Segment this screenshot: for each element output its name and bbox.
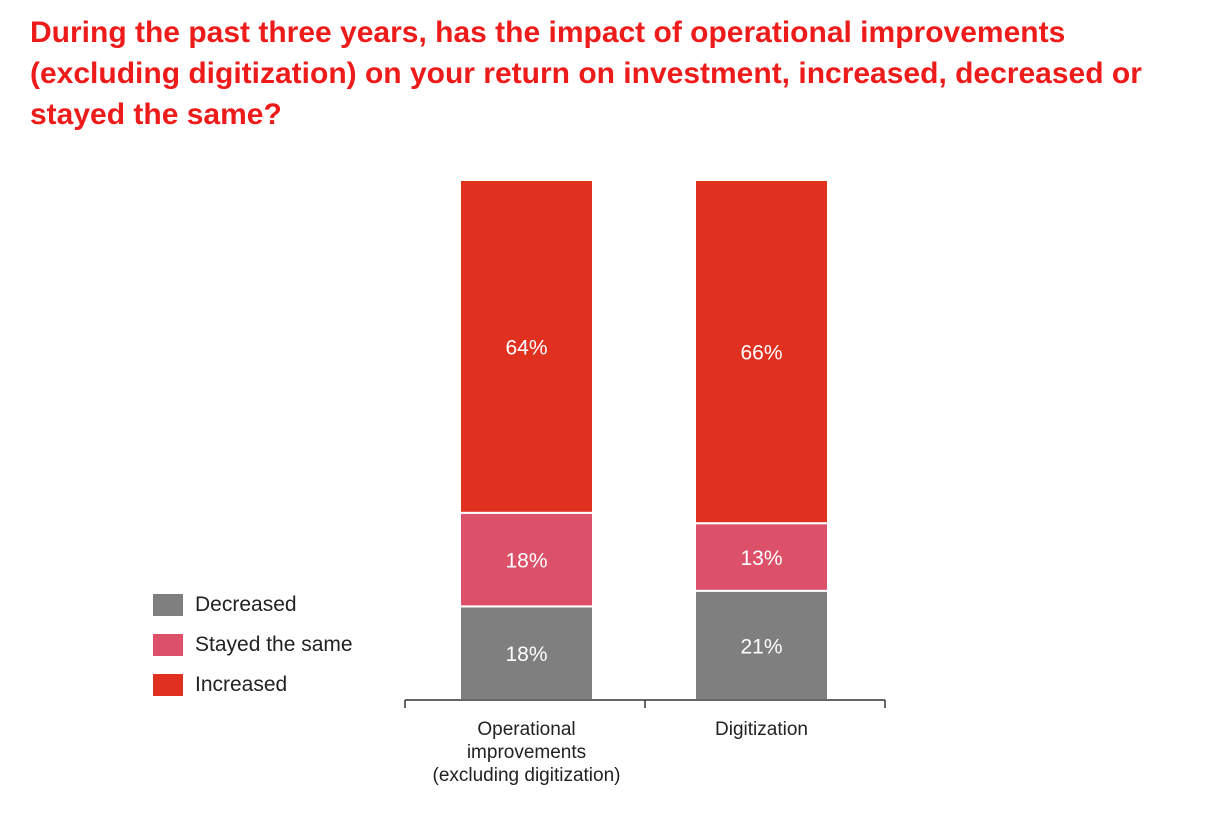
data-label-increased-1: 64%: [505, 336, 547, 359]
data-label-decreased-2: 21%: [740, 635, 782, 658]
data-label-stayed-the-same-1: 18%: [505, 550, 547, 573]
legend-item-increased: Increased: [153, 665, 353, 705]
x-tick-label-line: (excluding digitization): [432, 765, 621, 786]
legend-label-decreased: Decreased: [195, 593, 297, 616]
bar-segment-decreased-1: [459, 605, 594, 702]
x-tick-label-1: Operational improvements (excluding digiti…: [387, 718, 667, 787]
bar-segment-stayed-the-same-1: [459, 511, 594, 608]
legend: Decreased Stayed the same Increased: [153, 585, 353, 705]
legend-label-increased: Increased: [195, 673, 288, 696]
x-tick-label-2: Digitization: [622, 718, 902, 741]
x-tick-label-line: Operational: [477, 719, 576, 740]
bar-segment-increased-1: [459, 179, 594, 514]
legend-swatch-increased: [153, 674, 183, 696]
legend-label-stayed-the-same: Stayed the same: [195, 633, 353, 656]
bar-segment-increased-2: [694, 179, 829, 525]
x-tick-label-line: improvements: [466, 742, 587, 763]
x-tick-label-line: Digitization: [715, 719, 808, 740]
chart-title: During the past three years, has the imp…: [30, 16, 1142, 131]
data-label-stayed-the-same-2: 13%: [740, 547, 782, 570]
data-label-increased-2: 66%: [740, 342, 782, 365]
data-label-decreased-1: 18%: [505, 643, 547, 666]
legend-swatch-stayed-the-same: [153, 634, 183, 656]
legend-item-stayed-the-same: Stayed the same: [153, 625, 353, 665]
legend-swatch-decreased: [153, 594, 183, 616]
legend-item-decreased: Decreased: [153, 585, 353, 625]
